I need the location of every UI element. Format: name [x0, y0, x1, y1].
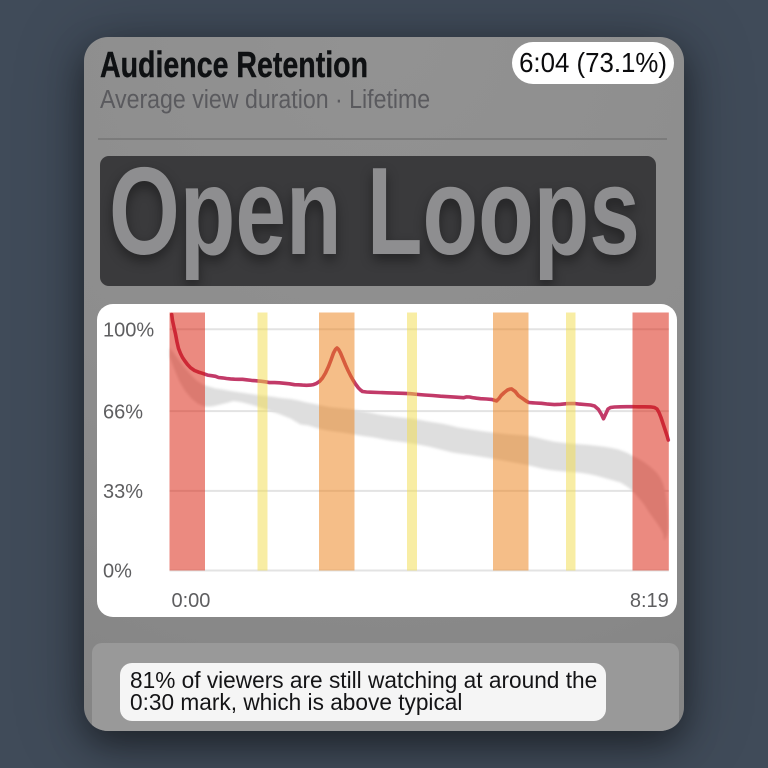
svg-text:0:00: 0:00	[171, 590, 210, 612]
svg-text:66%: 66%	[103, 401, 143, 423]
svg-text:8:19: 8:19	[629, 590, 668, 612]
svg-text:33%: 33%	[103, 481, 143, 503]
svg-text:100%: 100%	[103, 319, 154, 341]
svg-text:0%: 0%	[103, 560, 132, 582]
